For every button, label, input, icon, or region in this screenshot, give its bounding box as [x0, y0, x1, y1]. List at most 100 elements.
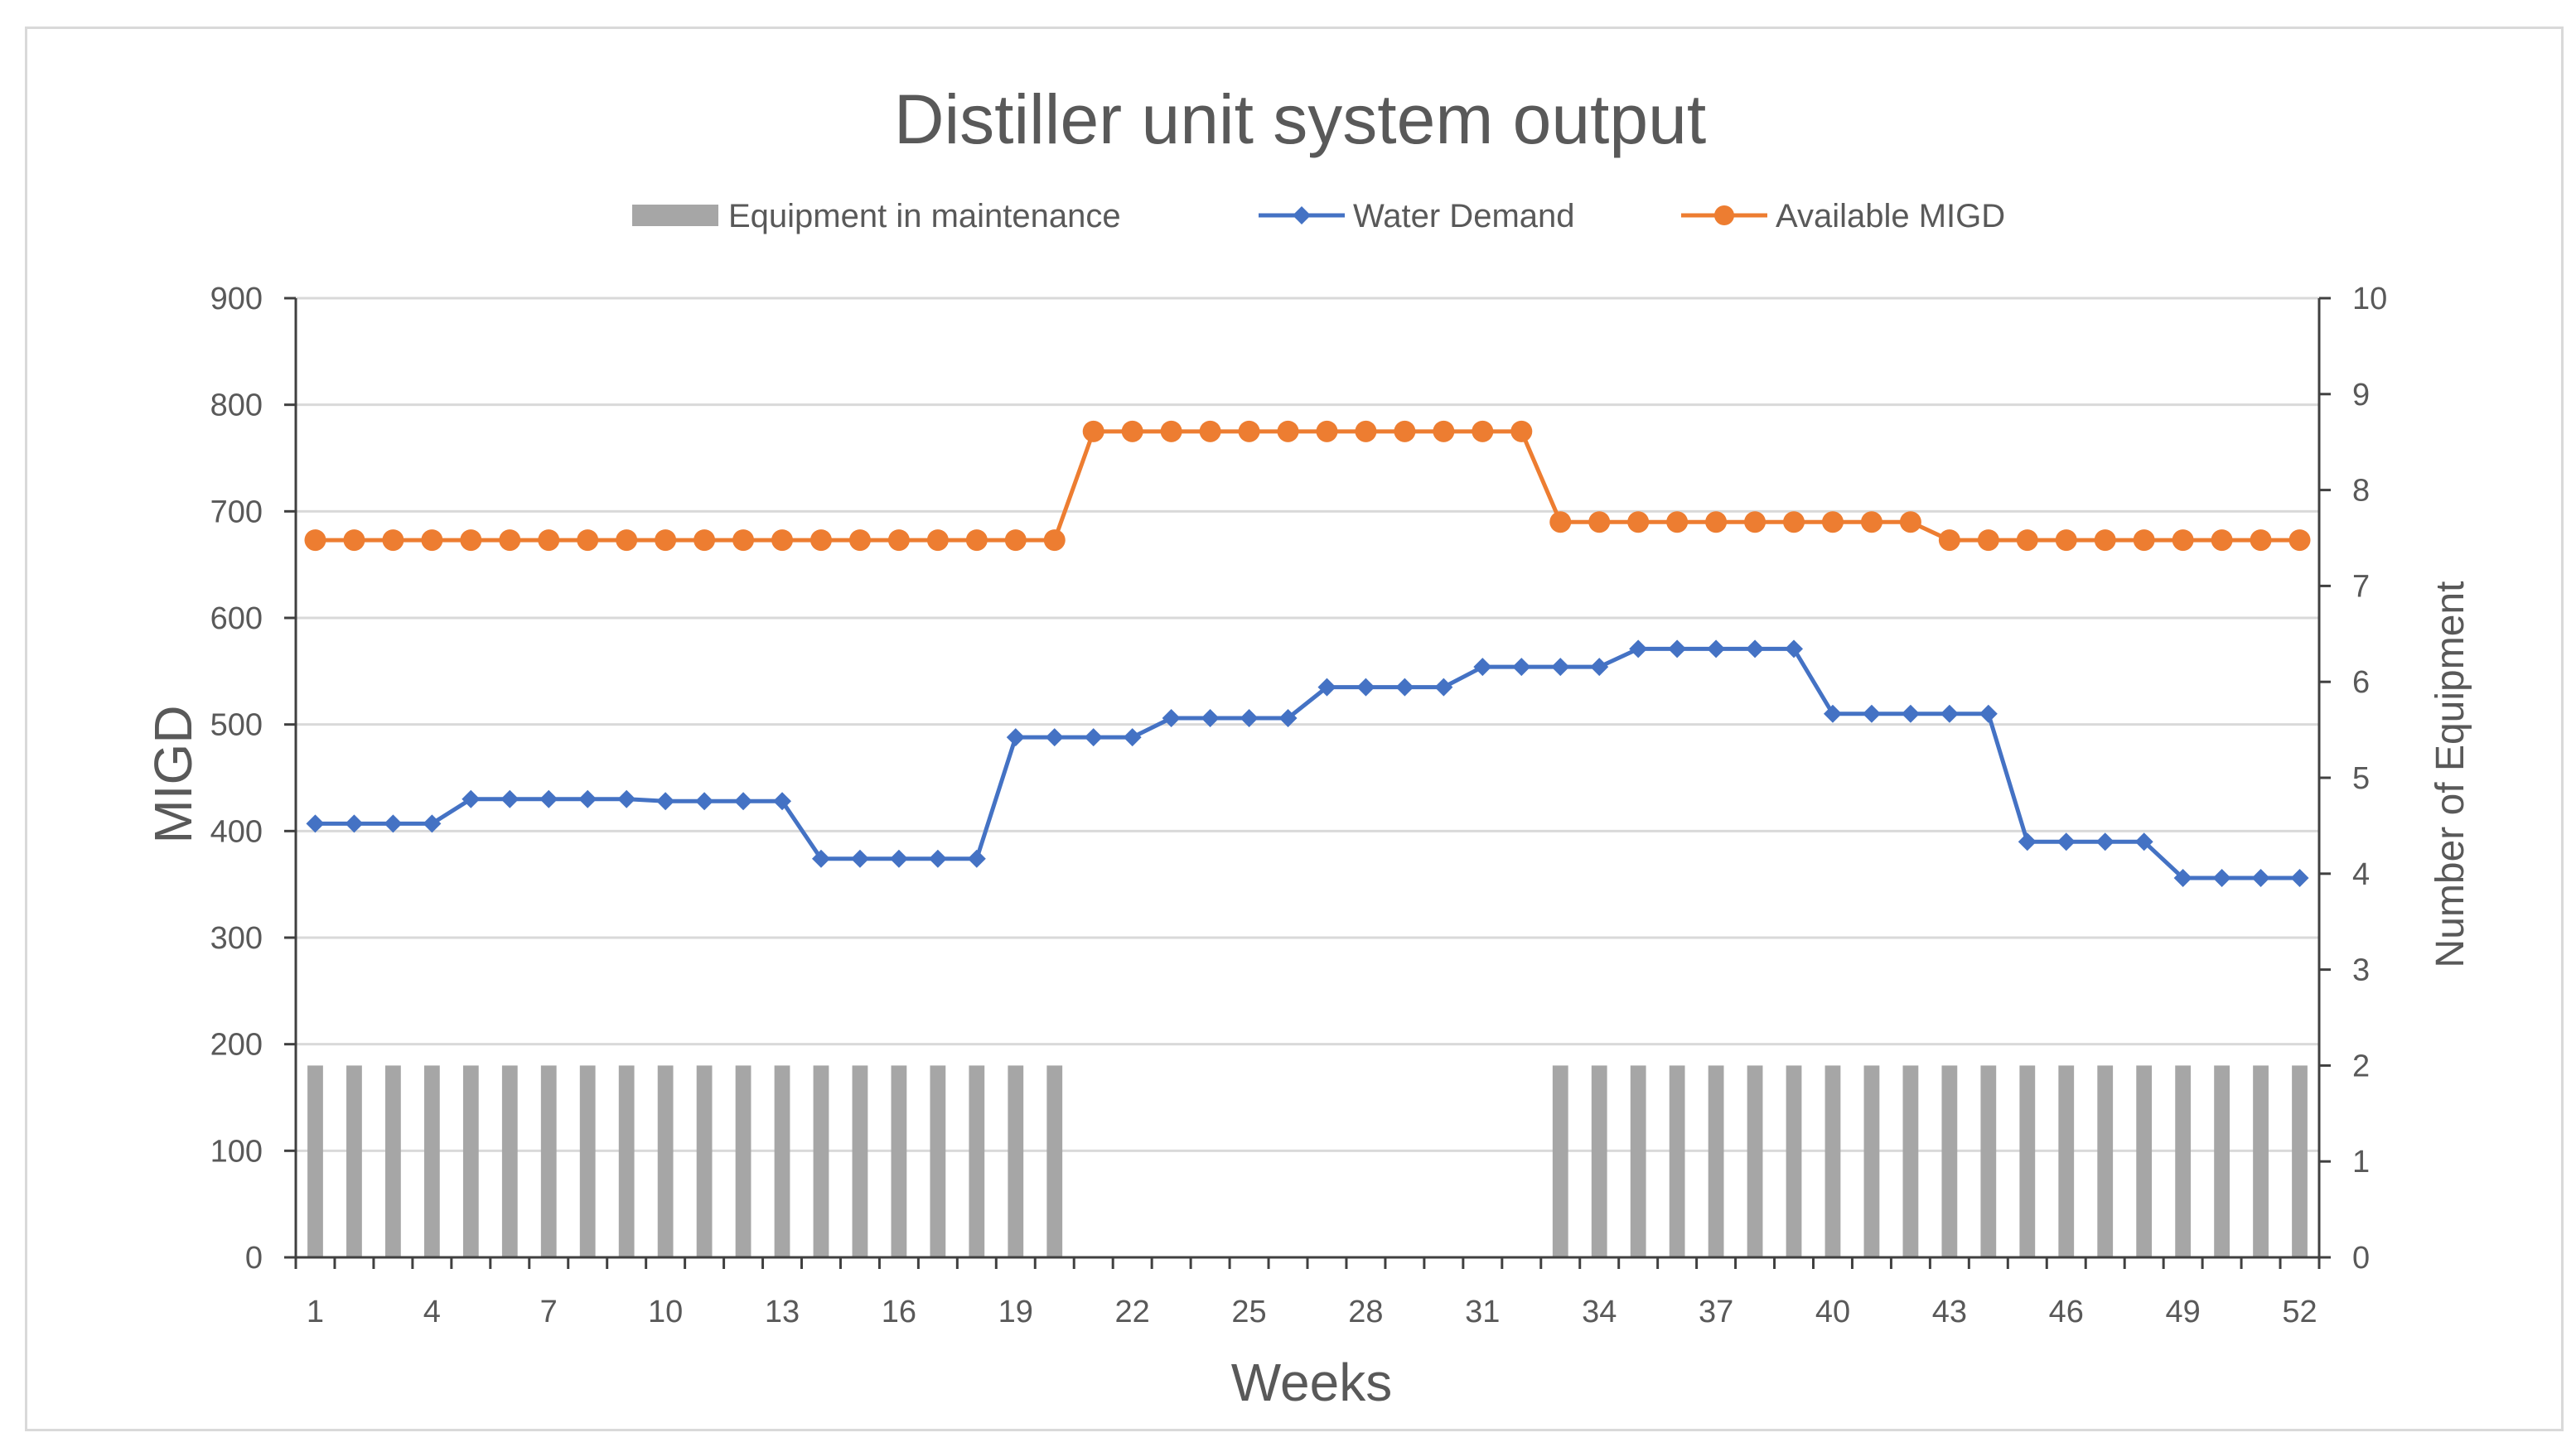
point-available-migd-week-21	[1082, 420, 1104, 442]
point-available-migd-week-38	[1744, 511, 1766, 533]
point-available-migd-week-14	[810, 529, 832, 552]
point-water-demand-week-50	[2212, 868, 2231, 887]
y-tick-label-500: 500	[210, 708, 263, 743]
bar-week-33	[1552, 1065, 1568, 1257]
point-available-migd-week-7	[538, 529, 560, 552]
bar-week-19	[1008, 1065, 1024, 1257]
bar-week-12	[735, 1065, 752, 1257]
point-available-migd-week-50	[2211, 529, 2233, 552]
point-water-demand-week-49	[2173, 868, 2192, 887]
point-water-demand-week-39	[1785, 639, 1804, 658]
bar-week-2	[346, 1065, 362, 1257]
point-available-migd-week-29	[1394, 420, 1416, 442]
gridlines	[296, 297, 2319, 1152]
chart-frame: Distiller unit system output Equipment i…	[25, 27, 2564, 1431]
x-tick-label-28: 28	[1348, 1295, 1383, 1329]
y2-tick-label-7: 7	[2352, 569, 2370, 604]
bar-week-17	[930, 1065, 946, 1257]
bar-week-52	[2292, 1065, 2308, 1257]
x-tick-label-46: 46	[2049, 1295, 2084, 1329]
point-available-migd-week-23	[1160, 420, 1182, 442]
point-water-demand-week-18	[967, 849, 986, 868]
bar-week-1	[307, 1065, 323, 1257]
y2-tick-label-6: 6	[2352, 665, 2370, 700]
x-tick-label-25: 25	[1231, 1295, 1266, 1329]
point-available-migd-week-19	[1004, 529, 1027, 552]
y2-axis-ticks: 0 1 2 3 4 5 6 7 8 9 10	[2319, 282, 2387, 1276]
bar-week-46	[2058, 1065, 2075, 1257]
point-water-demand-week-9	[617, 789, 636, 808]
y-tick-label-100: 100	[210, 1134, 263, 1169]
chart-title: Distiller unit system output	[894, 80, 1706, 158]
point-water-demand-week-3	[384, 814, 403, 833]
legend-label-maintenance: Equipment in maintenance	[728, 198, 1121, 234]
x-axis-title: Weeks	[1231, 1353, 1392, 1412]
x-tick-label-49: 49	[2165, 1295, 2200, 1329]
point-water-demand-week-6	[500, 789, 520, 808]
point-available-migd-week-25	[1238, 420, 1260, 442]
point-available-migd-week-51	[2250, 529, 2272, 552]
point-water-demand-week-40	[1823, 704, 1842, 723]
bar-week-48	[2136, 1065, 2153, 1257]
x-tick-label-37: 37	[1699, 1295, 1733, 1329]
point-available-migd-week-24	[1199, 420, 1221, 442]
bar-week-41	[1863, 1065, 1880, 1257]
point-water-demand-week-43	[1940, 704, 1959, 723]
y-tick-label-300: 300	[210, 921, 263, 956]
point-available-migd-week-32	[1510, 420, 1533, 442]
point-available-migd-week-11	[694, 529, 716, 552]
bar-week-15	[852, 1065, 868, 1257]
point-available-migd-week-35	[1627, 511, 1650, 533]
point-available-migd-week-18	[965, 529, 988, 552]
y2-tick-label-3: 3	[2352, 953, 2370, 988]
y-tick-label-400: 400	[210, 814, 263, 849]
point-water-demand-week-32	[1512, 658, 1531, 677]
point-water-demand-week-30	[1434, 678, 1453, 697]
point-available-migd-week-16	[887, 529, 910, 552]
bar-week-39	[1786, 1065, 1802, 1257]
chart-svg: Distiller unit system output Equipment i…	[143, 80, 2472, 1412]
point-available-migd-week-10	[655, 529, 677, 552]
bar-week-35	[1630, 1065, 1646, 1257]
point-available-migd-week-42	[1899, 511, 1921, 533]
point-water-demand-week-23	[1162, 708, 1181, 727]
point-water-demand-week-28	[1356, 678, 1375, 697]
point-water-demand-week-11	[695, 792, 714, 811]
point-water-demand-week-38	[1746, 639, 1765, 658]
point-available-migd-week-26	[1277, 420, 1299, 442]
bar-week-50	[2214, 1065, 2230, 1257]
x-tick-label-34: 34	[1582, 1295, 1617, 1329]
point-available-migd-week-37	[1705, 511, 1728, 533]
x-tick-label-40: 40	[1815, 1295, 1850, 1329]
bar-week-47	[2097, 1065, 2114, 1257]
point-available-migd-week-48	[2133, 529, 2155, 552]
bar-week-49	[2175, 1065, 2192, 1257]
point-water-demand-week-19	[1006, 728, 1025, 747]
legend-marker-available-migd	[1714, 205, 1734, 225]
point-water-demand-week-34	[1590, 658, 1609, 677]
bar-week-43	[1941, 1065, 1958, 1257]
point-water-demand-week-2	[345, 814, 364, 833]
y-tick-label-200: 200	[210, 1028, 263, 1063]
bar-week-6	[501, 1065, 518, 1257]
point-water-demand-week-13	[773, 792, 792, 811]
x-tick-label-1: 1	[307, 1295, 324, 1329]
bar-week-44	[1980, 1065, 1997, 1257]
point-available-migd-week-31	[1472, 420, 1494, 442]
legend: Equipment in maintenance Water Demand Av…	[632, 198, 2005, 234]
point-available-migd-week-17	[926, 529, 949, 552]
point-water-demand-week-12	[734, 792, 753, 811]
point-water-demand-week-36	[1668, 639, 1687, 658]
bar-week-51	[2253, 1065, 2269, 1257]
point-water-demand-week-26	[1278, 708, 1298, 727]
point-available-migd-week-22	[1121, 420, 1143, 442]
point-available-migd-week-45	[2016, 529, 2038, 552]
point-water-demand-week-47	[2095, 832, 2114, 851]
y2-tick-label-1: 1	[2352, 1145, 2370, 1179]
legend-label-water-demand: Water Demand	[1353, 198, 1575, 234]
axes	[294, 298, 2321, 1259]
point-available-migd-week-30	[1433, 420, 1455, 442]
point-available-migd-week-39	[1783, 511, 1805, 533]
point-water-demand-week-7	[539, 789, 558, 808]
bar-week-8	[579, 1065, 596, 1257]
